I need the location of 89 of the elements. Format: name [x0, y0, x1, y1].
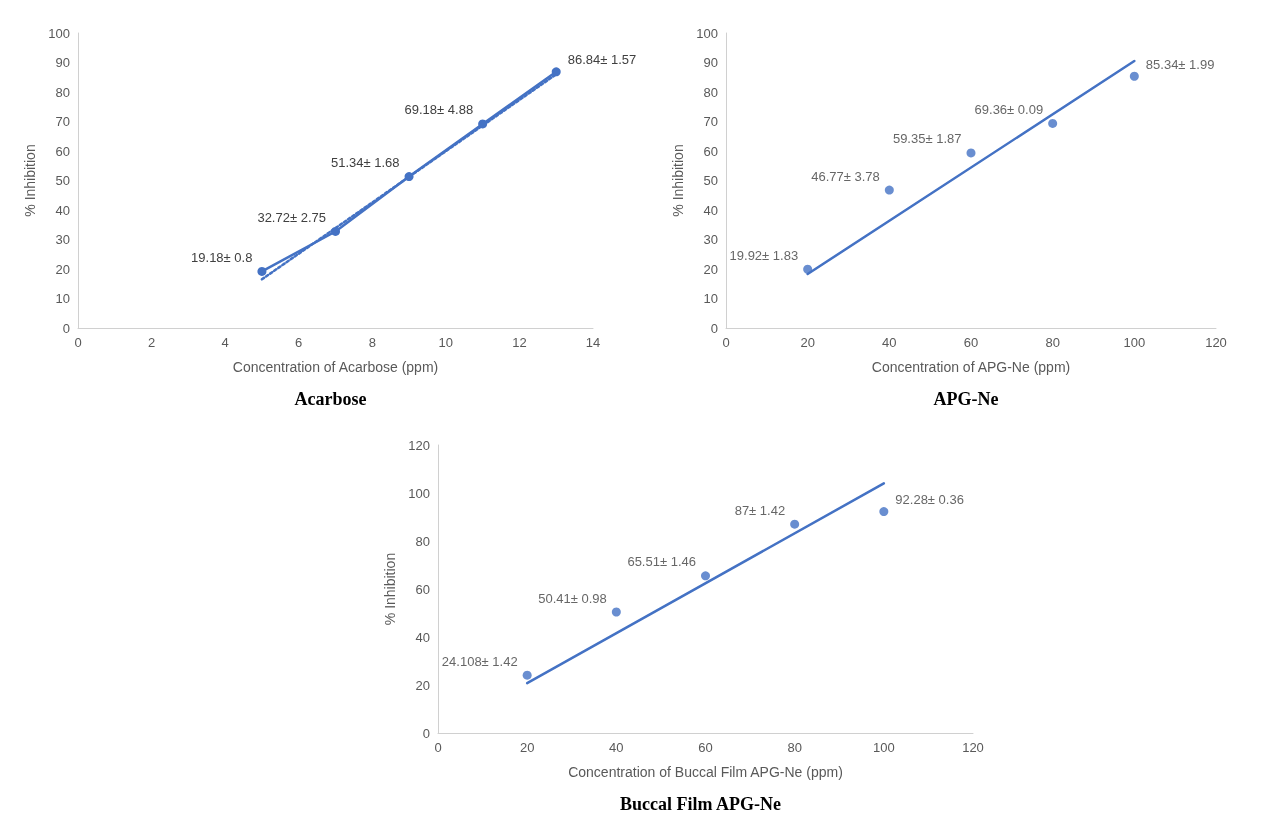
y-tick-label: 30	[55, 232, 70, 247]
point	[1048, 118, 1058, 128]
x-tick-label: 0	[74, 335, 82, 350]
y-tick-label: 80	[703, 84, 718, 100]
text: Buccal Film APG-Ne	[620, 794, 781, 813]
point	[790, 519, 800, 529]
x-tick-label: 80	[1045, 335, 1060, 350]
y-tick-label: 80	[415, 533, 430, 549]
x-tick-label: 80	[787, 740, 802, 755]
y-tick-label: 100	[408, 485, 430, 501]
x-tick-label: 14	[585, 335, 601, 350]
point	[803, 264, 813, 274]
x-axis-title: Concentration of Buccal Film APG-Ne (ppm)	[568, 764, 843, 780]
y-tick-label: 20	[415, 677, 430, 693]
x-axis-title: Concentration of APG-Ne (ppm)	[871, 359, 1071, 375]
x-tick-label: 60	[963, 335, 979, 350]
y-tick-label: 60	[703, 143, 718, 159]
x-tick-label: 120	[1205, 335, 1227, 350]
x-tick-label: 8	[368, 335, 376, 350]
y-tick-label: 50	[55, 173, 70, 188]
point	[879, 507, 889, 517]
point	[522, 670, 532, 680]
point	[331, 226, 340, 236]
y-tick-label: 50	[703, 173, 718, 188]
data-label: 46.77± 3.78	[811, 168, 880, 184]
y-axis-title: % Inhibition	[670, 144, 687, 217]
y-tick-label: 10	[703, 291, 718, 306]
data-label: 87± 1.42	[734, 502, 786, 518]
data-label: 19.18± 0.8	[191, 249, 253, 265]
point	[884, 185, 894, 195]
y-tick-label: 40	[415, 629, 430, 645]
y-tick-label: 0	[710, 320, 718, 336]
x-tick-label: 2	[147, 335, 156, 350]
y-tick-label: 40	[55, 202, 70, 218]
x-tick-label: 10	[438, 335, 454, 350]
y-tick-label: 0	[62, 320, 70, 336]
x-tick-label: 12	[512, 335, 527, 350]
x-tick-label: 20	[519, 740, 535, 755]
x-tick-label: 120	[962, 740, 984, 755]
data-label: 32.72± 2.75	[257, 209, 326, 225]
x-tick-label: 100	[872, 740, 895, 755]
data-label: 92.28± 0.36	[895, 492, 964, 508]
y-tick-label: 70	[55, 114, 70, 129]
y-tick-label: 30	[703, 232, 718, 247]
y-tick-label: 70	[703, 114, 718, 129]
data-label: 85.34± 1.99	[1145, 56, 1215, 72]
point	[611, 607, 621, 617]
data-label: 19.92± 1.83	[729, 247, 799, 263]
x-tick-label: 40	[882, 335, 897, 350]
data-label: 65.51± 1.46	[627, 554, 696, 570]
x-tick-label: 0	[434, 740, 442, 755]
data-label: 69.18± 4.88	[404, 102, 474, 118]
y-tick-label: 0	[422, 725, 430, 741]
y-axis-title: % Inhibition	[22, 144, 39, 217]
x-tick-label: 4	[221, 335, 229, 350]
text: APG-Ne	[933, 389, 999, 409]
y-tick-label: 20	[703, 261, 718, 277]
x-tick-label: 0	[722, 335, 730, 350]
point	[966, 148, 976, 158]
y-tick-label: 60	[415, 581, 430, 597]
data-label: 69.36± 0.09	[974, 101, 1044, 117]
y-tick-label: 100	[48, 25, 70, 41]
y-tick-label: 10	[55, 291, 70, 306]
y-axis-title: % Inhibition	[382, 552, 399, 626]
y-tick-label: 120	[408, 437, 430, 453]
x-tick-label: 6	[295, 335, 303, 350]
y-tick-label: 40	[703, 202, 718, 218]
point	[1129, 71, 1139, 81]
data-label: 59.35± 1.87	[892, 131, 962, 147]
x-tick-label: 100	[1123, 335, 1146, 350]
y-tick-label: 20	[55, 261, 70, 277]
point	[701, 571, 710, 581]
x-axis-title: Concentration of Acarbose (ppm)	[232, 359, 439, 375]
y-tick-label: 90	[703, 55, 718, 70]
y-tick-label: 90	[55, 55, 70, 70]
x-tick-label: 40	[609, 740, 624, 755]
data-label: 50.41± 0.98	[538, 590, 607, 606]
data-label: 51.34± 1.68	[330, 155, 400, 171]
point	[478, 119, 488, 129]
y-tick-label: 100	[696, 25, 718, 41]
data-label: 24.108± 1.42	[441, 653, 518, 669]
point	[551, 67, 561, 77]
y-tick-label: 80	[55, 84, 70, 100]
x-tick-label: 20	[800, 335, 815, 350]
text: Acarbose	[294, 389, 367, 409]
data-label: 86.84± 1.57	[567, 52, 637, 68]
point	[404, 172, 414, 182]
point	[257, 266, 267, 276]
y-tick-label: 60	[55, 143, 70, 159]
